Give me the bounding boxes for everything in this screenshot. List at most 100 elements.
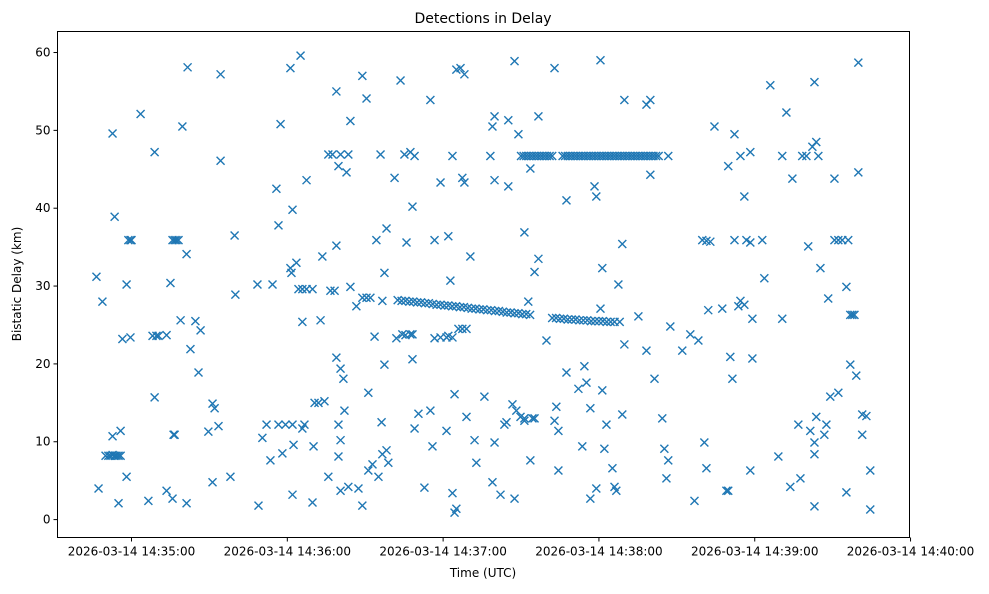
data-point [617, 410, 627, 419]
data-point [705, 237, 715, 247]
data-point [590, 316, 600, 326]
data-point [91, 272, 101, 282]
data-point [114, 451, 124, 461]
data-point [343, 150, 353, 159]
data-point [162, 330, 172, 340]
data-point [453, 324, 463, 334]
data-point [273, 420, 283, 430]
y-tick-label: 20 [35, 357, 50, 371]
data-point [410, 151, 420, 161]
data-point [845, 360, 855, 370]
data-point [367, 459, 377, 469]
data-point [443, 231, 453, 241]
data-point [363, 466, 373, 476]
data-point [739, 192, 749, 202]
plot-frame [57, 31, 910, 538]
data-point [757, 235, 767, 245]
data-point [721, 486, 731, 496]
data-point [795, 473, 805, 483]
data-point [174, 235, 184, 245]
data-point [727, 374, 737, 384]
data-point [338, 374, 348, 384]
data-point [125, 235, 135, 245]
data-point [479, 392, 489, 402]
data-point [281, 420, 290, 430]
data-point [685, 329, 695, 339]
data-point [578, 315, 588, 325]
data-point [447, 151, 457, 161]
data-point [376, 150, 386, 159]
data-point [553, 426, 563, 436]
data-point [127, 235, 137, 245]
data-point [739, 300, 749, 310]
data-point [585, 403, 595, 413]
data-point [316, 315, 326, 325]
data-point [490, 438, 500, 448]
data-point [661, 473, 671, 483]
data-point [561, 195, 571, 205]
data-point [561, 367, 571, 377]
data-point [677, 346, 687, 356]
data-point [323, 472, 333, 482]
data-point [339, 406, 349, 416]
data-point [725, 352, 735, 362]
data-point [579, 361, 589, 371]
data-point [577, 441, 587, 451]
data-point [377, 417, 387, 427]
data-point [459, 178, 469, 188]
data-point [729, 129, 739, 139]
data-point [289, 440, 299, 450]
data-point [203, 427, 213, 437]
x-tick-label: 2026-03-14 14:40:00 [847, 545, 974, 559]
data-point [405, 329, 415, 339]
data-point [513, 129, 523, 139]
data-point [745, 466, 755, 476]
data-point [633, 311, 643, 321]
data-point [829, 235, 839, 245]
data-point [265, 455, 275, 465]
data-point [336, 364, 346, 374]
data-point [285, 63, 295, 73]
data-point [809, 77, 819, 87]
data-point [455, 302, 465, 312]
data-point [382, 445, 392, 455]
data-point [851, 371, 861, 381]
data-point [379, 360, 389, 370]
data-point [171, 235, 181, 245]
data-point [419, 483, 429, 493]
data-point [833, 235, 843, 245]
data-point [328, 150, 337, 159]
data-point [813, 151, 823, 161]
data-point [821, 420, 831, 430]
data-point [809, 449, 819, 459]
data-point [108, 128, 118, 138]
data-point [811, 137, 821, 147]
data-point [276, 119, 286, 129]
data-point [308, 284, 317, 294]
data-point [709, 121, 719, 131]
data-point [482, 305, 492, 315]
data-point [693, 336, 703, 346]
data-point [183, 62, 193, 72]
data-point [94, 483, 104, 493]
data-point [787, 174, 797, 184]
data-point [585, 494, 595, 504]
data-point [457, 173, 467, 183]
data-point [809, 501, 819, 511]
data-point [362, 293, 372, 303]
data-point [456, 63, 466, 73]
data-point [467, 304, 477, 314]
data-point [645, 95, 655, 105]
data-point [606, 317, 616, 327]
data-point [357, 293, 367, 303]
x-tick-label: 2026-03-14 14:35:00 [68, 545, 195, 559]
data-point [619, 95, 629, 105]
data-point [343, 482, 353, 492]
data-point [363, 388, 373, 398]
data-point [208, 477, 218, 487]
data-point [785, 482, 795, 492]
data-point [194, 367, 203, 377]
data-point [823, 294, 833, 304]
data-point [803, 241, 813, 251]
data-point [457, 324, 467, 334]
